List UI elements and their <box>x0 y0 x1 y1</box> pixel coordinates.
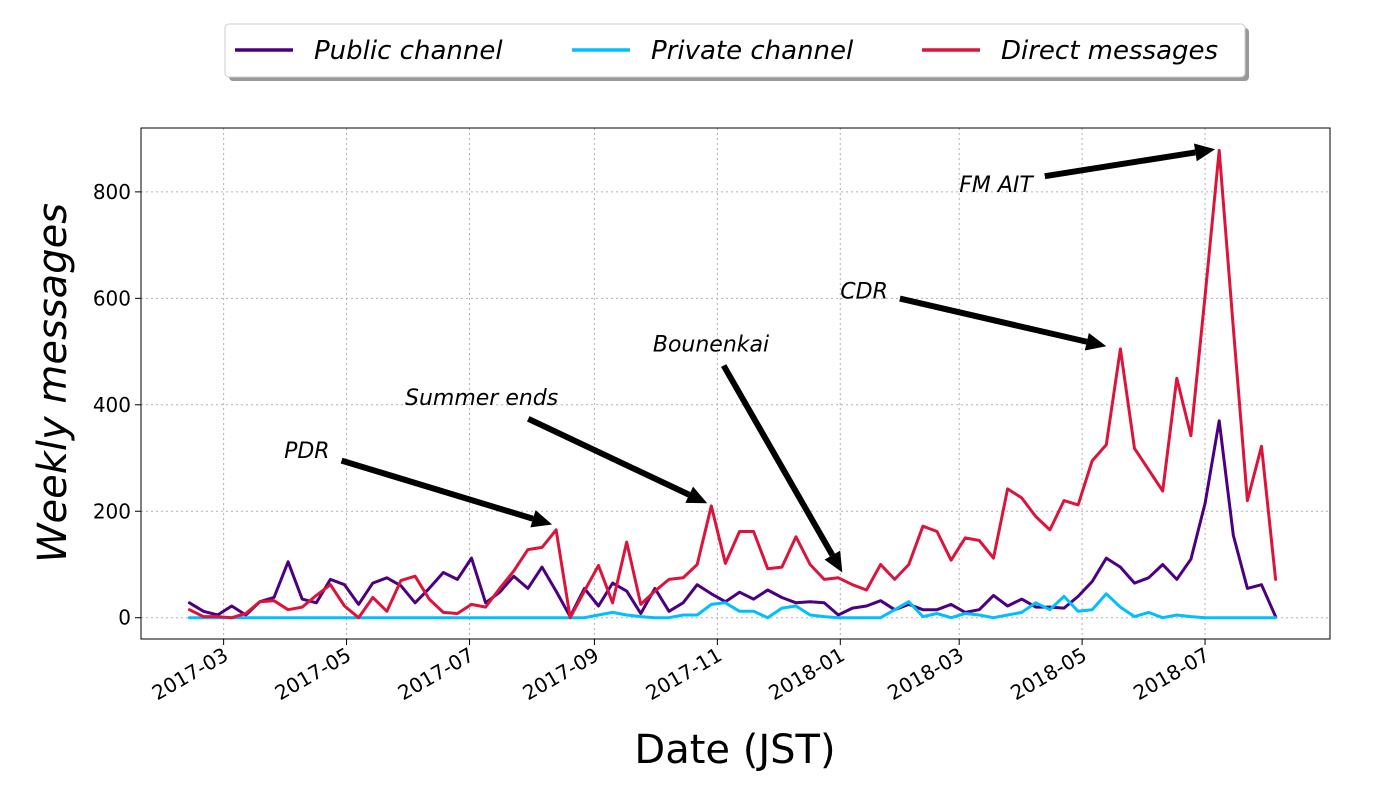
y-axis-title: Weekly messages <box>30 203 76 563</box>
series-lines <box>187 148 1278 620</box>
grid <box>141 128 1330 639</box>
annotation-arrow-head <box>1193 143 1216 162</box>
series-line-direct-messages <box>187 148 1278 620</box>
annotation-arrow-head <box>530 510 553 528</box>
annotation-arrow-shaft <box>899 295 1088 345</box>
annotation-arrow-head <box>1084 332 1107 351</box>
annotation-label: Summer ends <box>405 386 558 411</box>
legend-label: Private channel <box>651 36 854 66</box>
annotations: PDR Summer ends Bounenkai CDR FM AIT <box>284 143 1216 573</box>
plot-area-frame <box>140 127 1331 640</box>
annotation-arrow-shaft <box>340 457 534 522</box>
annotation-arrow-shaft <box>526 416 691 498</box>
legend-box <box>224 23 1246 78</box>
annotation-arrow-shaft <box>721 364 835 557</box>
y-tick-label: 0 <box>118 606 131 630</box>
legend-label: Direct messages <box>1001 36 1218 66</box>
annotation-label: CDR <box>840 279 888 304</box>
annotation-label: Bounenkai <box>653 333 769 358</box>
y-tick-label: 200 <box>93 499 131 523</box>
annotation-arrow-shaft <box>1044 149 1196 180</box>
annotation-arrow-head <box>824 550 843 573</box>
legend: Public channel Private channel Direct mess… <box>224 23 1249 81</box>
y-tick-label: 800 <box>93 180 131 204</box>
series-line-public-channel <box>187 419 1278 619</box>
annotation-label: FM AIT <box>959 173 1034 198</box>
x-axis-title: Date (JST) <box>634 727 835 773</box>
annotation-label: PDR <box>284 439 330 464</box>
legend-label: Public channel <box>314 36 503 66</box>
annotation-arrow-head <box>685 486 708 504</box>
y-tick-label: 400 <box>93 393 131 417</box>
series-line-private-channel <box>187 592 1278 620</box>
y-tick-label: 600 <box>93 286 131 310</box>
